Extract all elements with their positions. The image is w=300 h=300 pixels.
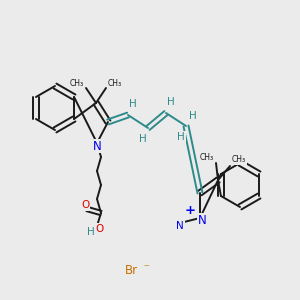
Text: H: H — [167, 97, 175, 107]
Text: H: H — [177, 132, 185, 142]
Text: CH₃: CH₃ — [70, 79, 84, 88]
Text: CH₃: CH₃ — [200, 154, 214, 163]
Text: N: N — [176, 221, 184, 231]
Text: ⁻: ⁻ — [140, 262, 150, 275]
Text: O: O — [95, 224, 103, 234]
Text: N: N — [93, 140, 101, 152]
Text: N: N — [198, 214, 206, 226]
Text: H: H — [87, 227, 95, 237]
Text: H: H — [129, 99, 137, 109]
Text: O: O — [81, 200, 89, 210]
Text: CH₃: CH₃ — [108, 79, 122, 88]
Text: H: H — [139, 134, 147, 144]
Text: H: H — [189, 111, 197, 121]
Text: +: + — [184, 205, 196, 218]
Text: Br: Br — [125, 263, 138, 277]
Text: CH₃: CH₃ — [232, 155, 246, 164]
